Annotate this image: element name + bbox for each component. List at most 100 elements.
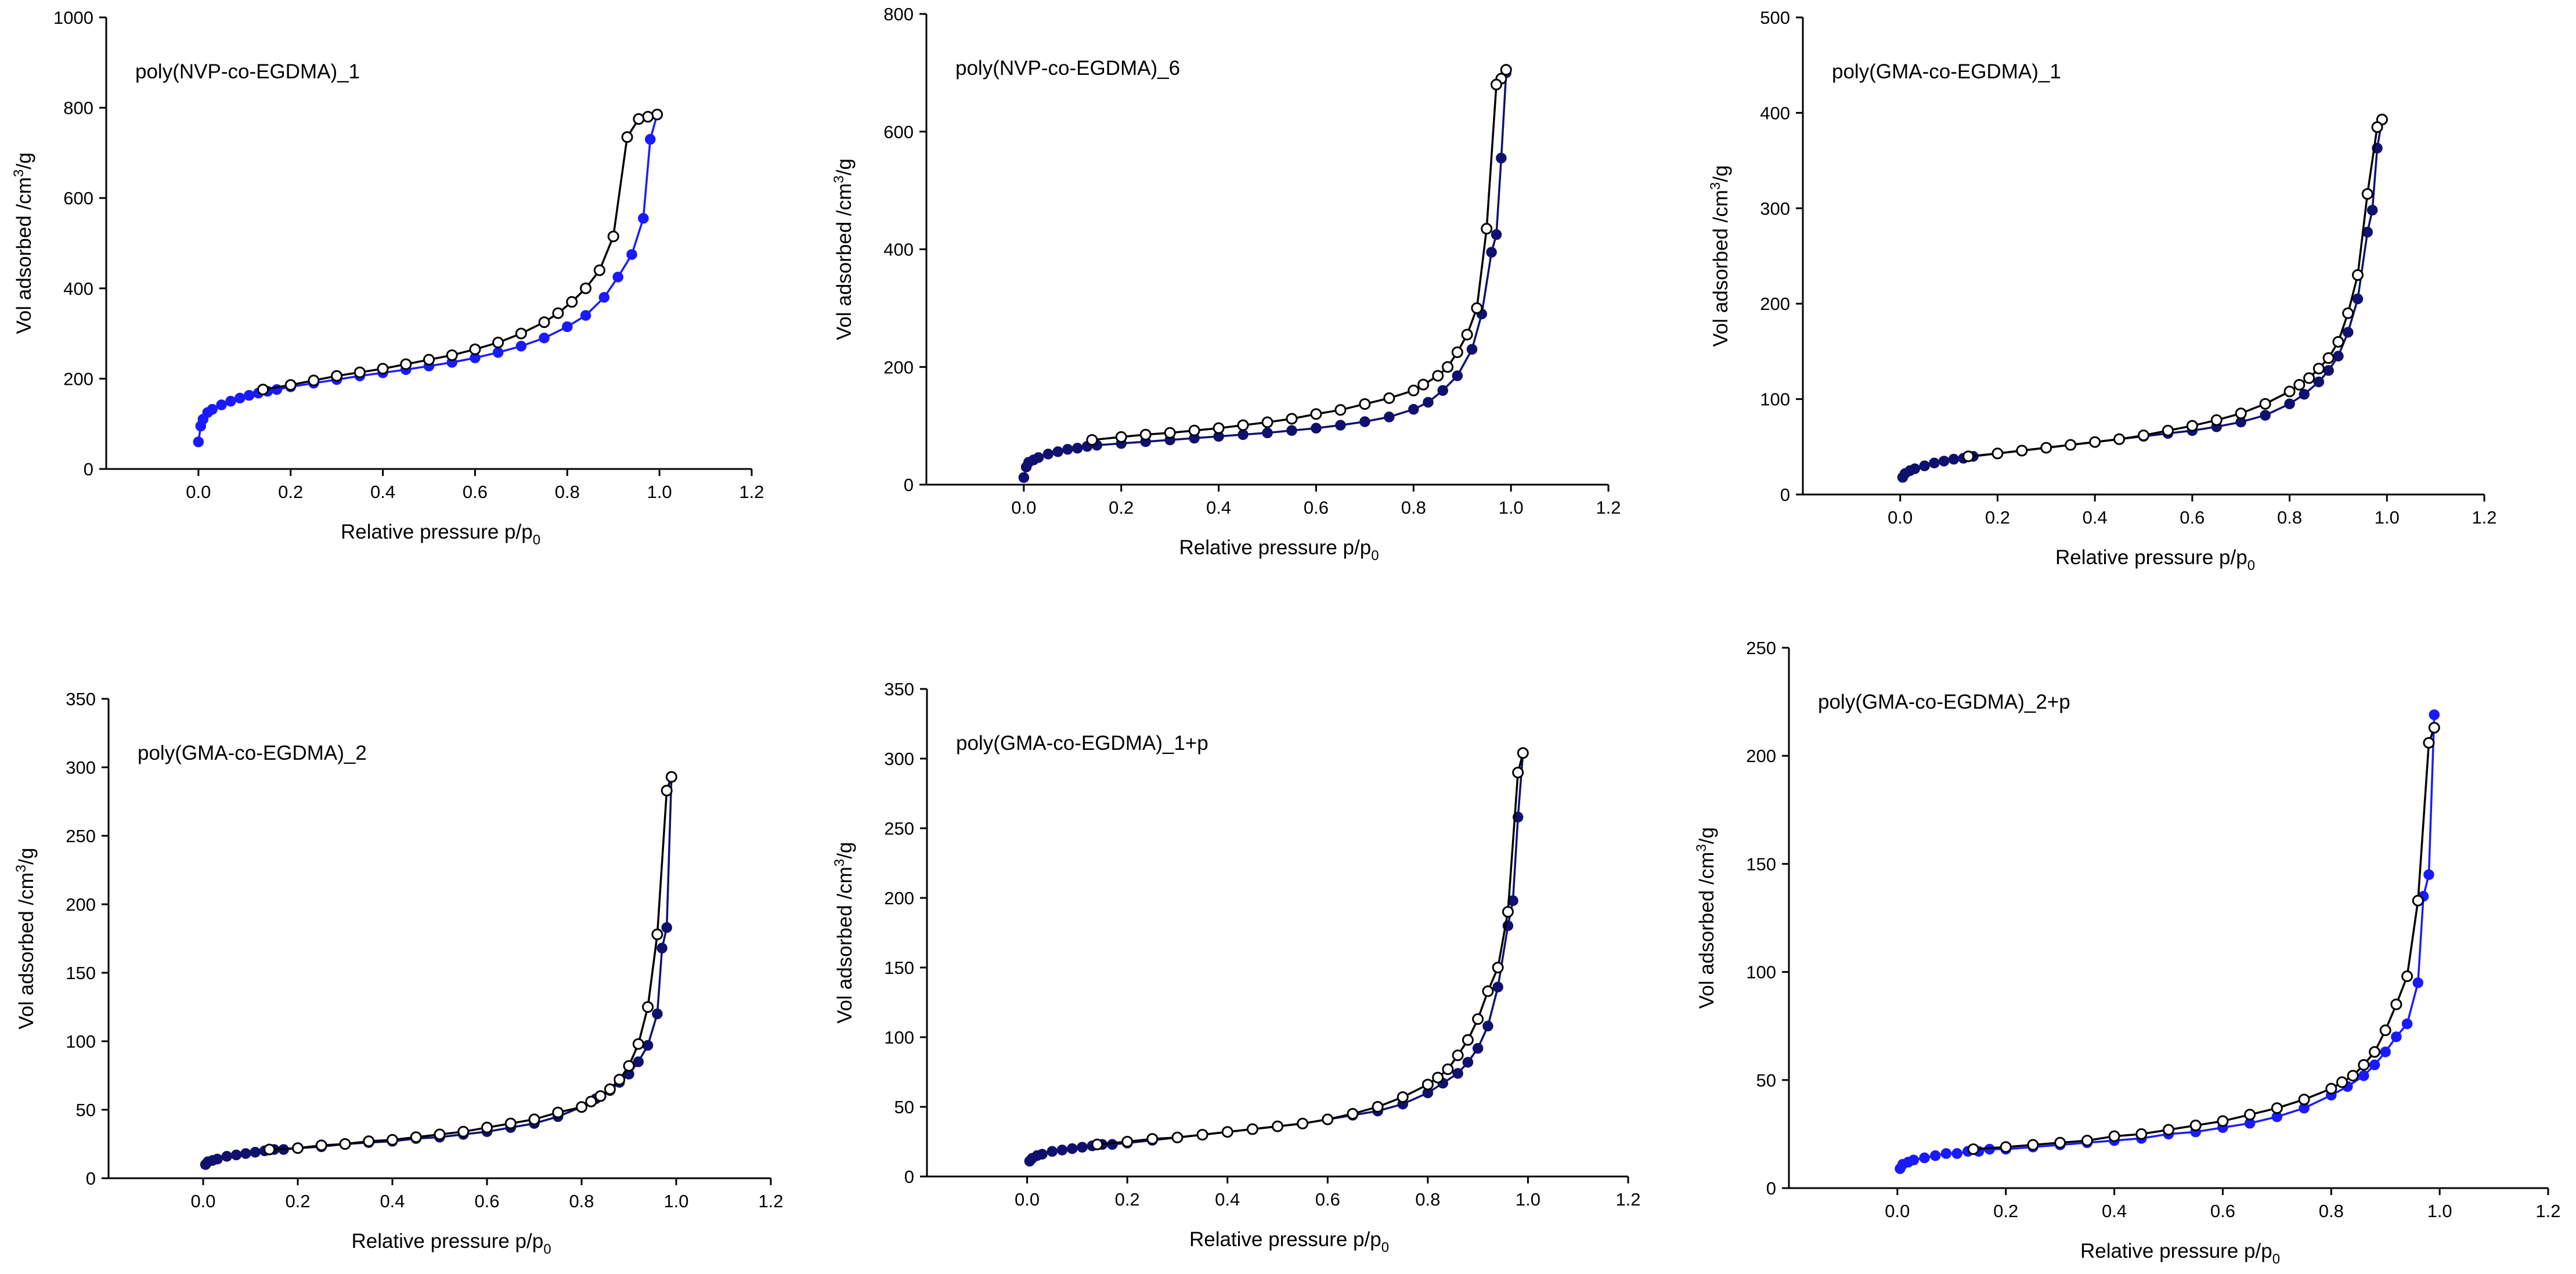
x-axis-label-subscript: 0 [2247,558,2255,573]
x-tick-label: 0.8 [555,482,580,502]
data-point-desorption [2358,1059,2370,1071]
y-axis-label-unit: /g [1709,165,1732,182]
data-point-desorption [1472,1013,1484,1025]
series-line-adsorption [1899,714,2436,1170]
data-point-desorption [1310,408,1322,420]
y-axis-label-superscript: 3 [831,175,847,183]
y-tick-label: 0 [84,459,93,479]
data-point-desorption [538,316,550,329]
data-point-adsorption [240,1148,251,1159]
data-point-adsorption [2401,1018,2413,1030]
x-tick-label: 1.0 [1499,497,1524,518]
data-point-adsorption [216,399,227,410]
data-point-desorption [2138,430,2149,442]
data-point-adsorption [612,272,623,283]
chart-panel-4: 0 50 100 150 200 250 300 350 0.0 0.2 0.4 0.6 0.8 1.0 1… [13,689,784,1257]
data-point-adsorption [642,1040,654,1051]
data-point-desorption [515,327,527,340]
data-point-desorption [2342,307,2354,319]
data-point-adsorption [1909,463,1921,474]
data-point-desorption [2271,1102,2283,1114]
data-point-desorption [623,1060,635,1072]
data-point-desorption [642,111,654,123]
x-tick-label: 0.4 [2083,507,2108,528]
data-point-desorption [1086,434,1098,446]
x-tick-label: 0.6 [2210,1201,2235,1221]
data-point-desorption [2244,1109,2256,1121]
x-tick-label: 0.2 [285,1191,310,1211]
data-point-desorption [2283,385,2296,398]
x-tick-label: 1.2 [2472,507,2496,528]
data-point-adsorption [1940,1148,1952,1159]
chart-panel-5: 0 50 100 150 200 250 300 350 0.0 0.2 0.4 0.6 0.8 1.0 1… [832,679,1641,1255]
data-point-desorption [2312,362,2325,374]
data-point-desorption [2210,414,2223,426]
y-axis-label: Vol adsorbed /cm3/g [832,842,856,1024]
y-tick-label: 0 [86,1168,96,1189]
x-axis-label: Relative pressure p/p0 [2055,546,2255,573]
data-point-desorption [2423,737,2435,749]
data-point-desorption [1121,1136,1134,1147]
y-axis-label: Vol adsorbed /cm3/g [11,153,35,334]
data-point-desorption [2217,1115,2229,1127]
data-point-adsorption [1047,1146,1058,1157]
data-point-desorption [339,1138,351,1150]
data-point-desorption [2089,436,2101,448]
y-axis-label-unit: /g [15,848,38,865]
chart-panel-1: 0 200 400 600 800 1000 0.0 0.2 0.4 0.6 0.8 1.0 1.2 po… [11,8,764,548]
x-tick-label: 0.4 [1206,497,1231,518]
y-axis-label: Vol adsorbed /cm3/g [831,158,856,340]
data-point-desorption [1272,1120,1283,1132]
data-point-adsorption [2299,389,2310,400]
data-point-desorption [2259,398,2271,410]
data-point-desorption [1139,428,1152,441]
data-point-adsorption [2423,869,2434,880]
data-point-adsorption [2333,351,2344,362]
data-point-adsorption [580,310,591,321]
chart-title: poly(GMA-co-EGDMA)_1 [1832,60,2061,83]
x-axis-label: Relative pressure p/p0 [1179,536,1379,564]
y-tick-label: 50 [894,1097,914,1117]
series-line-adsorption [1902,119,2383,478]
y-axis-label-text: Vol adsorbed /cm [15,872,38,1029]
data-point-adsorption [1462,1056,1474,1068]
y-axis-label: Vol adsorbed /cm3/g [13,848,38,1030]
data-point-desorption [1322,1113,1334,1125]
x-tick-label: 0.0 [1015,1189,1040,1210]
data-point-desorption [400,358,412,370]
data-point-adsorption [2313,376,2325,388]
data-point-adsorption [645,133,656,145]
data-point-desorption [2027,1139,2039,1151]
data-point-desorption [257,384,269,396]
data-point-adsorption [2369,1059,2380,1070]
data-point-adsorption [1062,443,1073,455]
y-tick-label: 100 [884,1027,914,1048]
data-point-desorption [2135,1128,2148,1140]
x-tick-label: 0.6 [463,482,488,502]
data-point-desorption [2336,1076,2348,1088]
data-point-adsorption [652,1008,663,1020]
x-tick-label: 0.2 [1115,1189,1140,1210]
data-point-adsorption [1452,370,1463,381]
data-point-desorption [594,1090,607,1102]
y-tick-label: 800 [883,4,914,24]
x-tick-label: 0.8 [2319,1201,2344,1221]
x-axis-label: Relative pressure p/p0 [351,1230,551,1257]
data-point-adsorption [2323,365,2334,376]
data-point-adsorption [225,396,236,407]
data-point-adsorption [1408,403,1419,415]
chart-panel-2: 0 200 400 600 800 0.0 0.2 0.4 0.6 0.8 1.0 1.2 poly(N… [831,4,1621,564]
data-point-desorption [2162,424,2174,436]
data-point-desorption [1502,906,1514,918]
data-point-desorption [446,349,458,361]
data-point-desorption [1471,302,1483,314]
data-point-desorption [2347,1070,2359,1082]
data-point-desorption [2081,1135,2093,1147]
series-line-desorption [1973,727,2436,1150]
data-point-desorption [1462,1034,1474,1046]
y-tick-label: 200 [63,369,93,389]
data-point-desorption [651,109,663,121]
x-tick-label: 1.0 [2375,507,2400,528]
data-point-desorption [1481,223,1493,235]
data-point-desorption [2293,378,2306,391]
